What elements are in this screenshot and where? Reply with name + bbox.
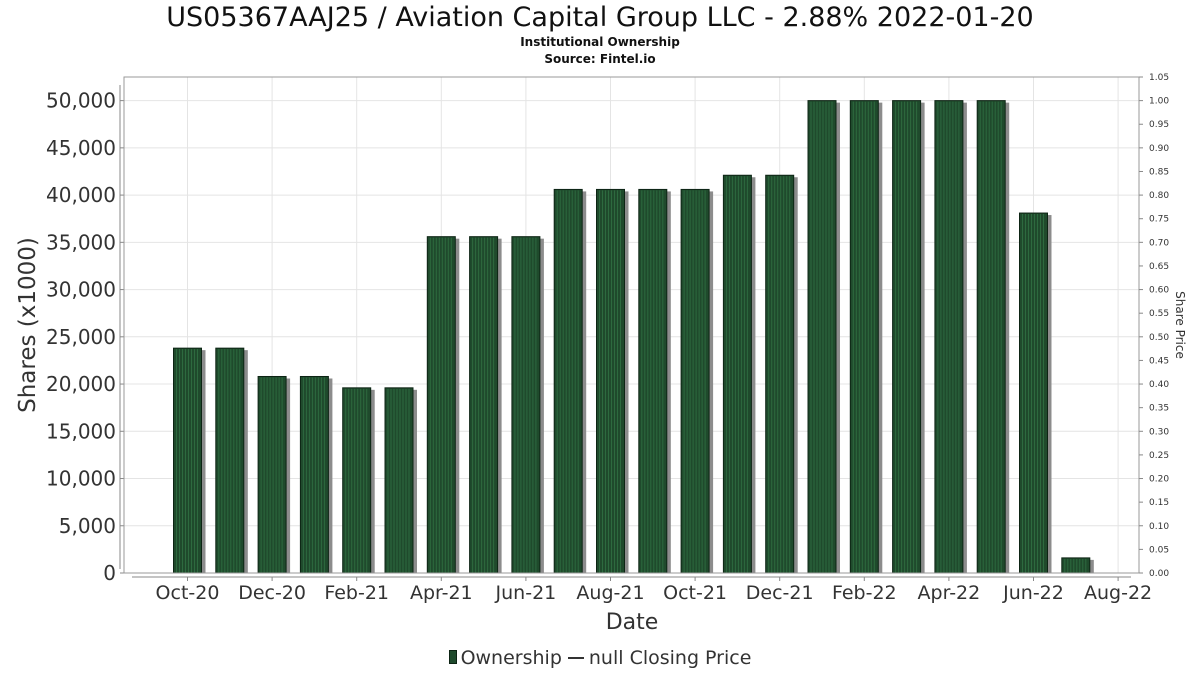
legend-ownership-label: Ownership xyxy=(460,647,562,669)
y2-tick-label: 1.05 xyxy=(1149,73,1169,83)
x-tick-label: Feb-22 xyxy=(832,582,897,604)
y2-tick-label: 0.90 xyxy=(1149,144,1169,154)
y2-tick-label: 0.70 xyxy=(1149,238,1169,248)
chart-title: US05367AAJ25 / Aviation Capital Group LL… xyxy=(166,2,1034,33)
chart-subtitle: Institutional Ownership xyxy=(520,35,680,49)
y2-tick-label: 0.00 xyxy=(1149,569,1169,579)
x-tick-label: Jun-21 xyxy=(495,582,557,604)
y2-tick-label: 0.30 xyxy=(1149,427,1169,437)
x-tick-label: Oct-21 xyxy=(663,582,727,604)
chart-source: Source: Fintel.io xyxy=(544,52,656,66)
x-tick-label: Dec-20 xyxy=(238,582,306,604)
ownership-bar xyxy=(934,100,964,574)
ownership-bar xyxy=(976,100,1006,574)
y-tick-label: 15,000 xyxy=(46,419,116,443)
y2-tick-label: 0.05 xyxy=(1149,545,1169,555)
x-tick-label: Aug-21 xyxy=(576,582,644,604)
legend-ownership-swatch xyxy=(448,650,457,664)
ownership-bar xyxy=(807,100,837,574)
legend-price-label: null Closing Price xyxy=(588,647,752,669)
ownership-bar xyxy=(638,188,668,574)
y-tick-label: 5,000 xyxy=(59,514,116,538)
y2-tick-label: 0.65 xyxy=(1149,262,1169,272)
y2-tick-label: 0.25 xyxy=(1149,451,1169,461)
y-axis-title: Shares (x1000) xyxy=(15,237,41,413)
ownership-bar xyxy=(765,174,795,574)
x-tick-label: Aug-22 xyxy=(1084,582,1152,604)
x-tick-label: Feb-21 xyxy=(324,582,389,604)
y-tick-label: 30,000 xyxy=(46,278,116,302)
y2-tick-label: 0.40 xyxy=(1149,380,1169,390)
y2-tick-label: 0.50 xyxy=(1149,333,1169,343)
x-tick-label: Oct-20 xyxy=(156,582,220,604)
x-tick-label: Apr-22 xyxy=(918,582,981,604)
chart-area: 0 5,000 10,000 15,000 20,000 25,000 30,000 35,0… xyxy=(15,73,1187,635)
ownership-bar xyxy=(469,236,499,574)
y-tick-label: 35,000 xyxy=(46,230,116,254)
y2-tick-label: 0.10 xyxy=(1149,522,1169,532)
ownership-bar xyxy=(680,188,710,574)
y2-tick-label: 0.45 xyxy=(1149,356,1169,366)
y2-tick-label: 0.55 xyxy=(1149,309,1169,319)
ownership-bar xyxy=(596,188,625,574)
y2-tick-label: 0.15 xyxy=(1149,498,1169,508)
plot-frame xyxy=(123,76,1140,574)
y2-tick-label: 0.85 xyxy=(1149,167,1169,177)
legend: Ownership null Closing Price xyxy=(0,647,1200,669)
plot-background xyxy=(124,77,1139,573)
ownership-bar xyxy=(553,188,583,574)
ownership-bar xyxy=(426,236,456,574)
y-tick-label: 0 xyxy=(103,561,116,585)
x-axis-title: Date xyxy=(606,610,659,635)
y-tick-label: 40,000 xyxy=(46,183,116,207)
y-tick-label: 50,000 xyxy=(46,89,116,113)
ownership-bar xyxy=(1019,212,1048,574)
x-tick-label: Jun-22 xyxy=(1002,582,1064,604)
ownership-bar xyxy=(722,174,752,574)
y2-tick-label: 0.60 xyxy=(1149,286,1169,296)
ownership-bar xyxy=(892,100,922,574)
ownership-bar xyxy=(511,236,541,574)
ownership-bar xyxy=(257,375,287,574)
legend-price-line xyxy=(567,657,584,659)
y2-axis-title: Share Price xyxy=(1173,291,1187,359)
y2-tick-label: 0.75 xyxy=(1149,215,1169,225)
ownership-bar xyxy=(849,100,879,574)
y2-tick-label: 0.80 xyxy=(1149,191,1169,201)
y-tick-label: 25,000 xyxy=(46,325,116,349)
ownership-bar xyxy=(342,387,372,574)
y2-tick-label: 1.00 xyxy=(1149,97,1169,107)
y2-tick-label: 0.95 xyxy=(1149,120,1169,130)
y2-tick-label: 0.20 xyxy=(1149,475,1169,485)
x-tick-label: Apr-21 xyxy=(410,582,473,604)
ownership-bar xyxy=(215,347,245,574)
y-tick-label: 20,000 xyxy=(46,372,116,396)
ownership-bar xyxy=(384,387,414,574)
y2-tick-label: 0.35 xyxy=(1149,404,1169,414)
ownership-bar xyxy=(173,347,202,574)
y-tick-label: 45,000 xyxy=(46,136,116,160)
x-tick-label: Dec-21 xyxy=(746,582,814,604)
y-tick-label: 10,000 xyxy=(46,467,116,491)
